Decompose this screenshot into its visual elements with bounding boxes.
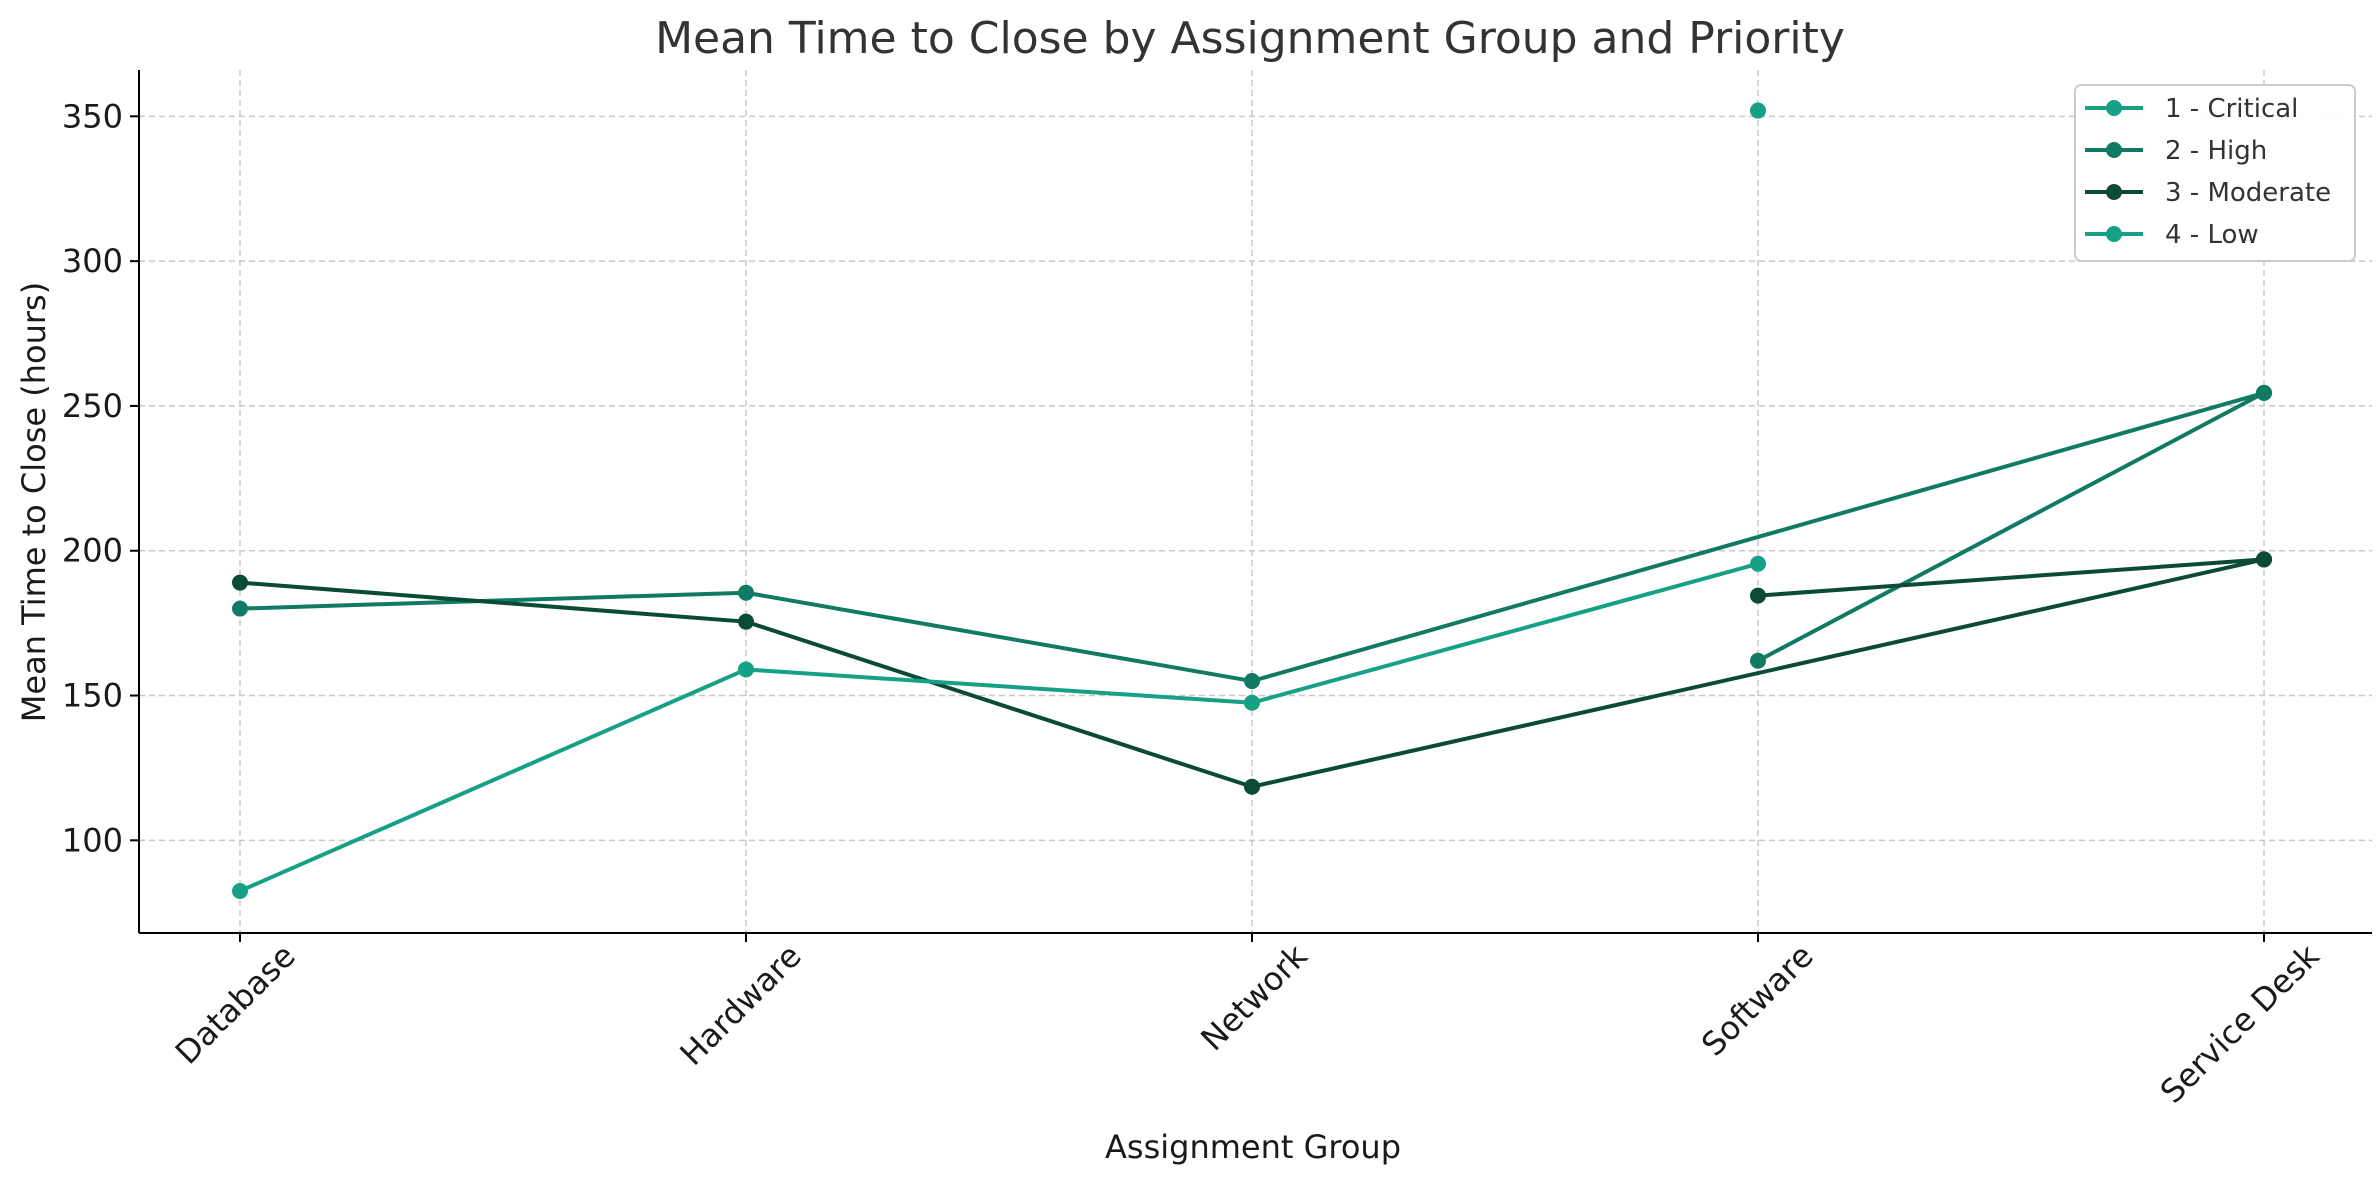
- legend: 1 - Critical 2 - High 3 - Moderate 4 - Low: [2074, 84, 2356, 262]
- data-point: [2256, 551, 2272, 568]
- data-point: [1244, 673, 1260, 690]
- y-axis-label: Mean Time to Close (hours): [15, 282, 53, 722]
- data-point: [738, 613, 754, 630]
- series-line: [239, 390, 2266, 684]
- legend-marker: [2106, 142, 2122, 158]
- series-3: [232, 551, 2272, 795]
- data-point: [232, 574, 248, 591]
- series-4: [232, 555, 1766, 900]
- legend-label: 3 - Moderate: [2165, 178, 2331, 208]
- series-line: [239, 561, 1759, 893]
- legend-frame: [2074, 84, 2356, 262]
- x-tick-label: Network: [1193, 936, 1315, 1058]
- legend-item: 1 - Critical: [2085, 94, 2298, 124]
- legend-label: 1 - Critical: [2165, 94, 2298, 124]
- legend-item: 2 - High: [2085, 136, 2267, 166]
- x-tick-label: Software: [1694, 937, 1821, 1064]
- y-tick-label: 250: [62, 387, 123, 425]
- y-tick-label: 150: [62, 677, 123, 715]
- data-point: [1244, 778, 1260, 795]
- chart-title: Mean Time to Close by Assignment Group a…: [655, 13, 1845, 64]
- legend-marker: [2106, 184, 2122, 200]
- legend-label: 2 - High: [2165, 136, 2267, 166]
- x-axis-label: Assignment Group: [1105, 1128, 1401, 1166]
- data-point: [1750, 652, 1766, 669]
- x-tick-label: Database: [168, 937, 303, 1072]
- series-1: [1750, 102, 1766, 119]
- data-point: [1750, 555, 1766, 572]
- grid: [139, 70, 2372, 933]
- data-point: [232, 600, 248, 617]
- x-axis-ticks: Database Hardware Network Software Service D…: [168, 933, 2327, 1111]
- legend-item: 4 - Low: [2085, 220, 2259, 250]
- x-tick-label: Hardware: [673, 937, 809, 1073]
- data-point: [1750, 587, 1766, 604]
- data-point: [2256, 384, 2272, 401]
- series-line: [239, 557, 2266, 789]
- y-axis-ticks: 100 150 200 250 300 350: [62, 97, 139, 859]
- data-point: [738, 661, 754, 678]
- y-tick-label: 200: [62, 532, 123, 570]
- legend-marker: [2106, 226, 2122, 242]
- legend-item: 3 - Moderate: [2085, 178, 2331, 208]
- data-point: [738, 584, 754, 601]
- data-point: [232, 883, 248, 900]
- series: [232, 102, 2272, 900]
- legend-marker: [2106, 100, 2122, 116]
- x-tick-label: Service Desk: [2153, 936, 2327, 1110]
- series-2: [232, 384, 2272, 690]
- y-tick-label: 300: [62, 242, 123, 280]
- data-point: [1750, 102, 1766, 119]
- data-point: [1244, 694, 1260, 711]
- y-tick-label: 350: [62, 97, 123, 135]
- y-tick-label: 100: [62, 821, 123, 859]
- legend-label: 4 - Low: [2165, 220, 2259, 250]
